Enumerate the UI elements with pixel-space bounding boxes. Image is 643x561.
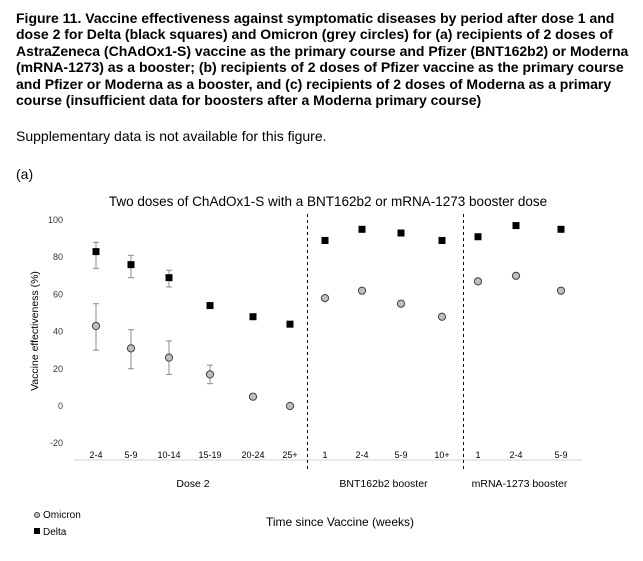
delta-point (92, 248, 100, 256)
omicron-point (205, 370, 215, 379)
plot-area: 100 80 60 40 20 0 -20 2-4 5-9 10-14 15-19 20-24 25+ 1… (48, 214, 582, 490)
x-tick-label: 5-9 (394, 450, 407, 460)
x-group-label: mRNA-1273 booster (472, 478, 568, 490)
omicron-point (285, 401, 295, 411)
legend: Omicron Delta (34, 510, 81, 538)
omicron-point (511, 271, 521, 280)
y-tick-label: -20 (50, 438, 63, 448)
x-group-label: BNT162b2 booster (339, 478, 428, 490)
delta-point (127, 261, 135, 269)
legend-delta-label: Delta (43, 527, 67, 538)
y-tick-label: 60 (53, 289, 63, 299)
delta-point (165, 274, 173, 282)
x-tick-label: 5-9 (554, 450, 567, 460)
caption-subtitle: Supplementary data is not available for … (16, 128, 327, 144)
x-tick-label: 1 (322, 450, 327, 460)
x-tick-label: 1 (475, 450, 480, 460)
x-tick-label: 25+ (282, 450, 297, 460)
delta-point (397, 229, 405, 237)
y-tick-label: 20 (53, 364, 63, 374)
omicron-point (396, 299, 406, 308)
omicron-point (473, 277, 483, 286)
x-group-label: Dose 2 (176, 478, 209, 490)
delta-point (438, 236, 446, 244)
omicron-point (126, 344, 136, 353)
chart-title: Two doses of ChAdOx1-S with a BNT162b2 o… (109, 194, 547, 209)
omicron-point (357, 286, 367, 295)
x-tick-label: 2-4 (509, 450, 522, 460)
x-tick-label: 10+ (434, 450, 449, 460)
x-tick-label: 15-19 (198, 450, 221, 460)
y-tick-label: 40 (53, 327, 63, 337)
caption-text: Figure 11. Vaccine effectiveness against… (16, 10, 629, 109)
figure-caption: Figure 11. Vaccine effectiveness against… (16, 10, 631, 108)
omicron-point (91, 321, 101, 331)
y-tick-label: 100 (48, 215, 63, 225)
delta-point (321, 236, 329, 244)
delta-point (557, 225, 565, 233)
x-axis-label: Time since Vaccine (weeks) (266, 515, 414, 529)
x-tick-label: 5-9 (124, 450, 137, 460)
legend-omicron-marker (34, 512, 40, 518)
legend-omicron-label: Omicron (43, 510, 81, 521)
x-tick-label: 2-4 (89, 450, 102, 460)
omicron-point (437, 312, 447, 321)
delta-point (206, 302, 214, 310)
x-tick-label: 10-14 (157, 450, 180, 460)
delta-point (474, 233, 482, 241)
y-axis-label: Vaccine effectiveness (%) (29, 271, 41, 391)
legend-delta-marker (34, 528, 40, 534)
omicron-point (320, 294, 330, 303)
delta-point (358, 225, 366, 233)
omicron-point (248, 392, 258, 401)
y-tick-label: 80 (53, 252, 63, 262)
x-tick-label: 20-24 (241, 450, 264, 460)
panel-label: (a) (16, 166, 34, 182)
y-tick-label: 0 (58, 401, 63, 411)
omicron-point (164, 353, 174, 362)
delta-point (286, 320, 294, 328)
x-tick-label: 2-4 (355, 450, 368, 460)
delta-point (512, 222, 520, 230)
omicron-point (556, 286, 566, 295)
delta-point (249, 313, 257, 321)
